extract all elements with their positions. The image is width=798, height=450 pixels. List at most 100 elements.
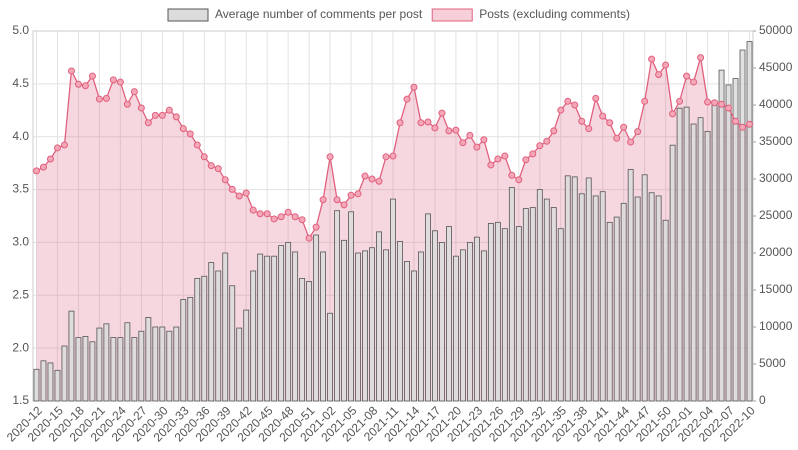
marker xyxy=(312,223,320,231)
bar xyxy=(292,251,299,402)
bar xyxy=(669,144,676,402)
bar xyxy=(446,226,452,402)
bar xyxy=(585,177,592,402)
marker xyxy=(480,136,488,144)
bar xyxy=(397,240,403,402)
marker xyxy=(123,100,131,108)
marker xyxy=(333,196,341,204)
bar xyxy=(697,117,704,402)
bar xyxy=(536,189,543,402)
bar xyxy=(655,195,662,402)
bar xyxy=(641,174,648,402)
marker xyxy=(179,125,187,133)
y2-tick-label: 5000 xyxy=(759,356,786,370)
marker xyxy=(459,139,467,147)
bar xyxy=(683,106,690,402)
marker xyxy=(130,88,138,96)
bar xyxy=(529,207,536,402)
bar xyxy=(40,360,47,402)
marker xyxy=(235,192,243,200)
bar xyxy=(355,252,361,402)
marker xyxy=(718,100,726,108)
marker xyxy=(354,190,362,198)
y2-tick-label: 35000 xyxy=(759,134,793,148)
bar xyxy=(68,310,75,402)
bar xyxy=(376,231,382,402)
bar xyxy=(131,337,138,402)
marker xyxy=(641,97,649,105)
bar xyxy=(61,345,68,402)
bar xyxy=(480,250,487,402)
bar xyxy=(194,277,201,402)
bar xyxy=(732,78,739,402)
marker xyxy=(648,55,656,63)
marker xyxy=(732,117,740,125)
marker xyxy=(606,119,614,127)
marker xyxy=(172,113,180,121)
marker xyxy=(501,152,509,160)
bar xyxy=(390,198,396,402)
marker xyxy=(207,162,215,170)
bar xyxy=(418,251,424,402)
y-tick-label: 3.0 xyxy=(12,235,29,249)
bar xyxy=(606,221,613,402)
marker xyxy=(522,156,530,164)
y2-tick-label: 20000 xyxy=(759,245,793,259)
legend-swatch xyxy=(431,8,473,22)
bar xyxy=(257,253,264,402)
legend-label: Average number of comments per post xyxy=(215,7,423,21)
marker xyxy=(88,72,96,80)
marker xyxy=(158,111,166,119)
marker xyxy=(557,106,565,114)
bar xyxy=(229,285,236,402)
y-tick-label: 2.0 xyxy=(12,340,29,354)
bar xyxy=(404,261,410,402)
bar xyxy=(620,202,627,402)
marker xyxy=(676,97,684,105)
bar xyxy=(522,208,529,402)
bar xyxy=(599,191,606,402)
bar xyxy=(187,296,194,402)
marker xyxy=(564,97,572,105)
bar xyxy=(54,369,61,402)
marker xyxy=(683,72,691,80)
marker xyxy=(242,189,250,197)
bar xyxy=(306,281,313,402)
bar xyxy=(543,198,550,402)
marker xyxy=(662,61,670,69)
bar xyxy=(103,323,110,402)
bar xyxy=(208,262,215,402)
bar xyxy=(271,255,278,402)
bar xyxy=(236,327,243,402)
bar xyxy=(564,175,571,402)
marker xyxy=(655,71,663,79)
marker xyxy=(739,123,747,131)
marker xyxy=(95,95,103,103)
bar xyxy=(473,236,480,402)
bar xyxy=(557,228,564,402)
bar xyxy=(690,123,697,402)
marker xyxy=(326,153,334,161)
marker xyxy=(116,78,124,86)
marker xyxy=(165,106,173,114)
marker xyxy=(67,67,75,75)
marker xyxy=(690,78,698,86)
marker xyxy=(214,165,222,173)
bar xyxy=(634,196,641,402)
marker xyxy=(319,196,327,204)
marker xyxy=(298,216,306,224)
bar xyxy=(341,239,347,402)
bar xyxy=(264,255,271,402)
bar xyxy=(369,247,375,402)
marker xyxy=(81,82,89,90)
y-tick-label: 2.5 xyxy=(12,287,29,301)
marker xyxy=(529,150,537,158)
bar xyxy=(348,211,354,402)
bar xyxy=(313,234,320,402)
bar xyxy=(411,270,417,402)
marker xyxy=(543,137,551,145)
bar xyxy=(725,84,732,402)
bar xyxy=(662,219,669,402)
marker xyxy=(725,104,733,112)
